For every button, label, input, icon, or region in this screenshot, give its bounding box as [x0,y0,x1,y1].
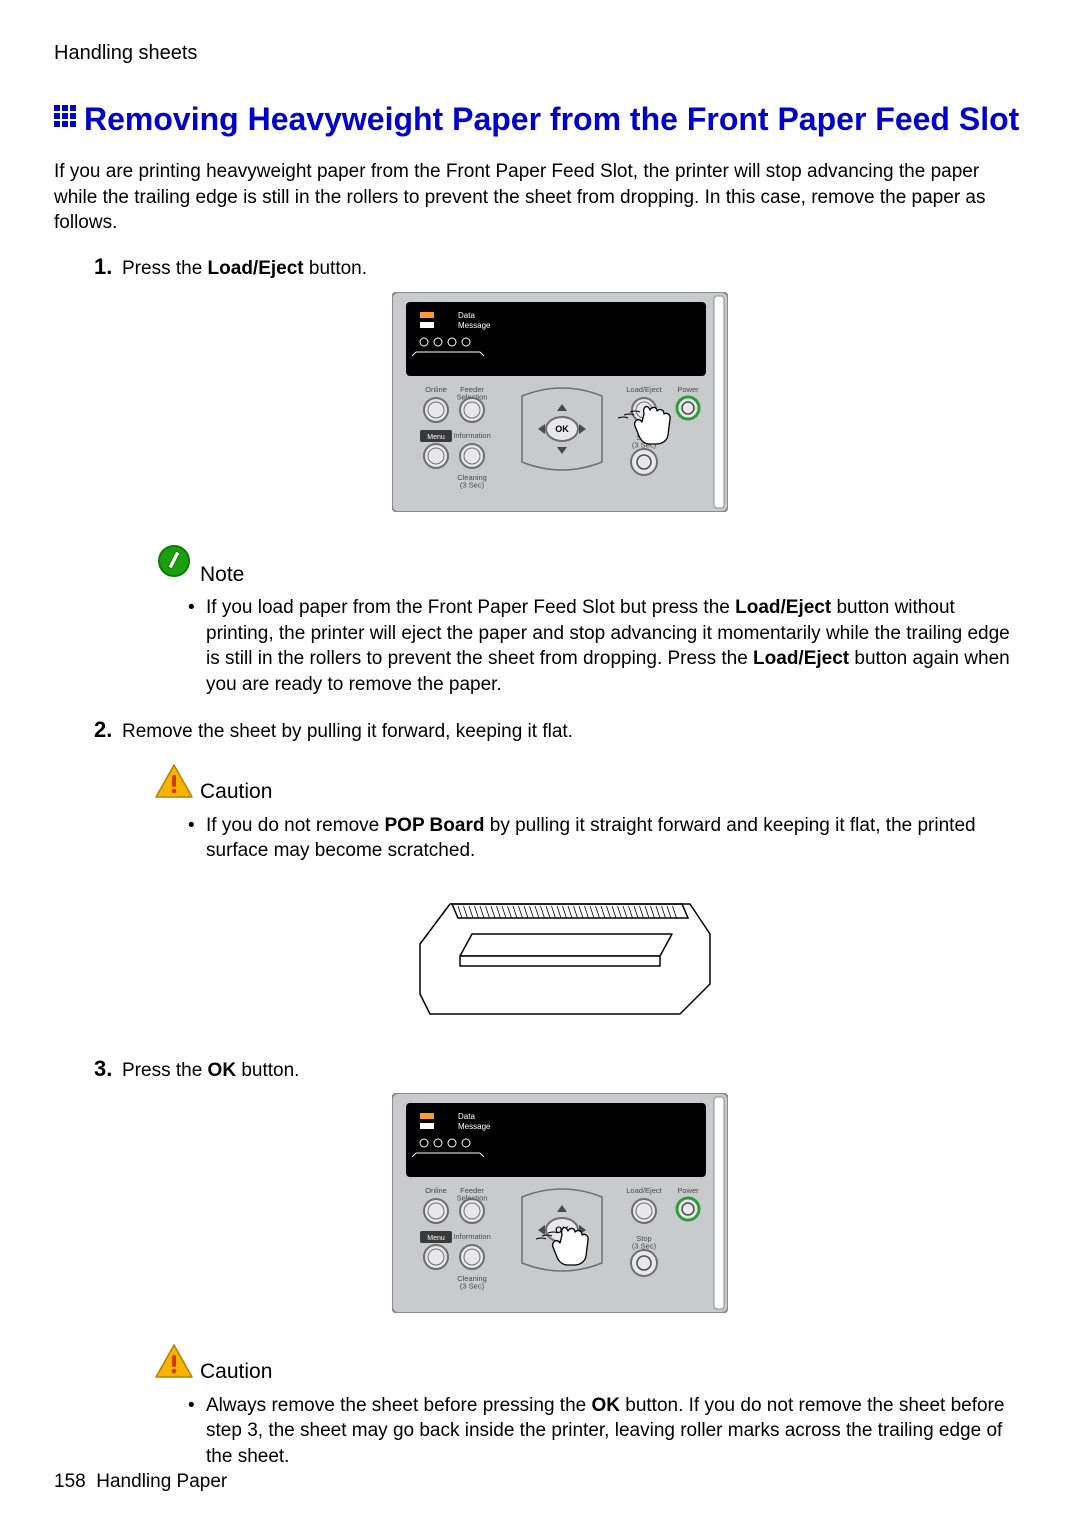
svg-text:Load/Eject: Load/Eject [626,1186,662,1195]
svg-text:Power: Power [677,385,699,394]
svg-text:Menu: Menu [427,1235,445,1242]
intro-text: If you are printing heavyweight paper fr… [54,159,1026,236]
svg-text:Cleaning(3 Sec): Cleaning(3 Sec) [457,473,487,490]
svg-text:Online: Online [425,1186,447,1195]
note-callout: Note If you load paper from the Front Pa… [154,541,1026,697]
svg-text:Information: Information [453,1232,491,1241]
grid-icon [54,105,78,137]
svg-text:Cleaning(3 Sec): Cleaning(3 Sec) [457,1274,487,1291]
svg-text:Online: Online [425,385,447,394]
svg-text:Data: Data [458,1112,475,1121]
printer-figure [94,874,1026,1032]
step-text: Remove the sheet by pulling it forward, … [122,719,573,745]
caution-callout: Caution If you do not remove POP Board b… [154,763,1026,864]
caution-label: Caution [200,778,272,806]
page-title: Removing Heavyweight Paper from the Fron… [84,99,1019,139]
caution-text: Always remove the sheet before pressing … [188,1393,1026,1470]
svg-text:Power: Power [677,1186,699,1195]
control-panel-figure-ok: DataMessageOnlineFeederSelectionMenuInfo… [94,1093,1026,1321]
svg-text:Menu: Menu [427,434,445,441]
svg-text:OK: OK [555,424,569,434]
svg-text:Information: Information [453,431,491,440]
svg-text:Message: Message [458,1122,491,1131]
step-number: 1. [94,252,122,282]
caution-label: Caution [200,1358,272,1386]
page-footer: 158 Handling Paper [54,1469,227,1495]
breadcrumb: Handling sheets [54,40,1026,67]
step-text: Press the Load/Eject button. [122,256,367,282]
note-text: If you load paper from the Front Paper F… [188,595,1026,698]
step-text: Press the OK button. [122,1058,299,1084]
svg-text:Message: Message [458,321,491,330]
caution-callout: Caution Always remove the sheet before p… [154,1343,1026,1470]
svg-text:Load/Eject: Load/Eject [626,385,662,394]
note-label: Note [200,561,244,589]
control-panel-figure-load-eject: DataMessageOnlineFeederSelectionMenuInfo… [94,292,1026,520]
caution-text: If you do not remove POP Board by pullin… [188,813,1026,864]
warning-icon [154,763,194,807]
step-number: 3. [94,1054,122,1084]
svg-text:Data: Data [458,311,475,320]
step-number: 2. [94,715,122,745]
warning-icon [154,1343,194,1387]
note-icon [154,541,194,589]
